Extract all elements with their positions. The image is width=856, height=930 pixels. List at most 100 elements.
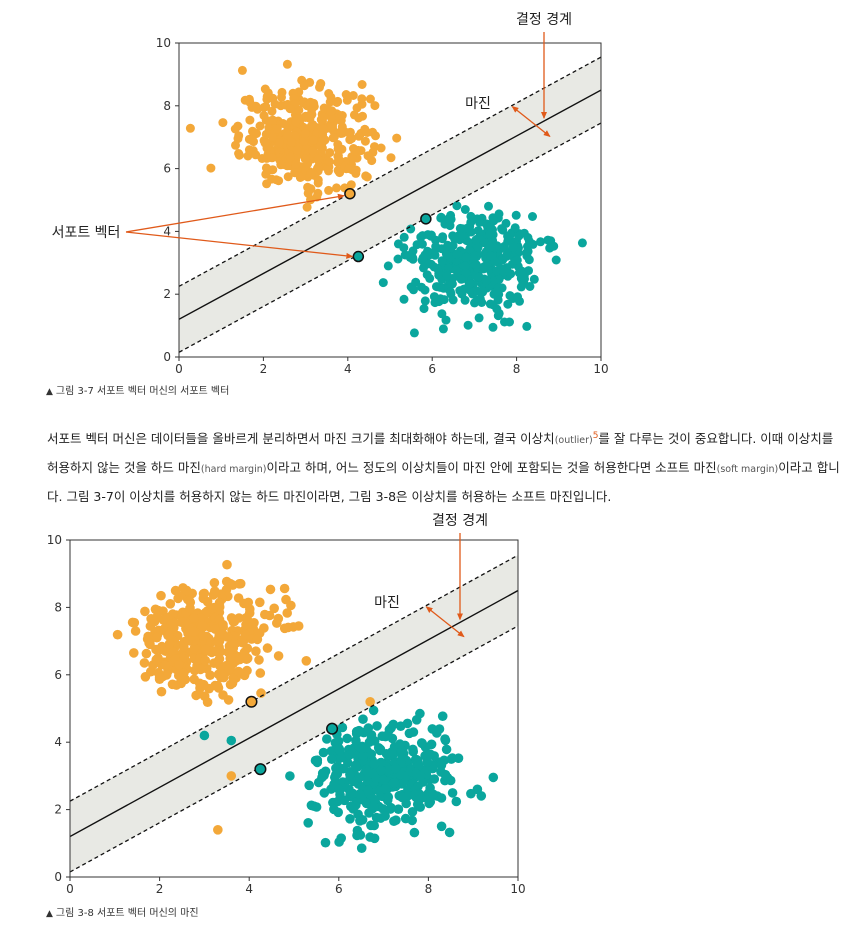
data-point <box>279 583 290 594</box>
data-point <box>245 115 255 125</box>
data-point <box>455 223 465 233</box>
data-point <box>419 304 429 314</box>
data-point <box>222 559 232 570</box>
data-point <box>354 789 365 799</box>
data-point <box>382 730 393 740</box>
data-point <box>351 726 362 737</box>
data-point <box>354 131 364 141</box>
data-point <box>432 282 441 292</box>
data-point <box>447 279 457 289</box>
y-tick-label: 4 <box>163 224 171 238</box>
data-point <box>370 794 380 805</box>
x-tick-label: 2 <box>156 882 164 896</box>
data-point <box>409 285 418 295</box>
data-point <box>127 617 138 628</box>
data-point <box>492 286 502 296</box>
data-point <box>319 124 328 134</box>
data-point <box>334 745 345 755</box>
figure-3-8-caption-text: 그림 3-8 서포트 벡터 머신의 마진 <box>55 908 199 919</box>
data-point <box>260 84 270 94</box>
data-point <box>156 590 166 601</box>
data-point <box>309 135 318 145</box>
data-point <box>513 292 522 302</box>
data-point <box>222 632 233 642</box>
data-point <box>336 127 346 137</box>
teal-class-points <box>378 201 587 338</box>
data-point <box>551 255 561 265</box>
data-point <box>185 123 195 133</box>
data-point <box>197 620 208 631</box>
body-paragraph: 서포트 벡터 머신은 데이터들을 올바르게 분리하면서 마진 크기를 최대화해야… <box>47 423 847 510</box>
data-point <box>345 814 355 824</box>
data-point <box>488 322 498 332</box>
data-point <box>474 272 484 282</box>
data-point <box>218 619 228 630</box>
data-point <box>322 734 332 744</box>
data-point <box>271 175 281 185</box>
y-tick-label: 6 <box>163 162 171 176</box>
data-point <box>402 718 413 729</box>
data-point <box>233 666 244 677</box>
data-point <box>254 655 264 665</box>
data-point <box>427 724 438 734</box>
data-point <box>311 802 322 812</box>
data-point <box>362 172 372 182</box>
footnote-5-link[interactable]: 5 <box>592 431 599 441</box>
data-point <box>275 138 284 148</box>
data-point <box>422 270 432 280</box>
data-point <box>457 231 467 241</box>
data-point <box>372 721 382 731</box>
data-point <box>400 813 411 824</box>
data-point <box>489 216 499 226</box>
data-point <box>443 240 453 250</box>
data-point <box>368 768 379 779</box>
data-point <box>423 230 433 240</box>
data-point <box>282 59 292 69</box>
data-point <box>511 210 521 220</box>
data-point <box>154 672 165 683</box>
data-point <box>285 104 295 114</box>
data-point <box>337 111 347 120</box>
data-point <box>416 232 426 242</box>
soft-margin-term: (soft margin) <box>716 464 779 476</box>
x-tick-label: 4 <box>245 882 253 896</box>
data-point <box>452 201 462 211</box>
data-point <box>140 606 150 617</box>
data-point <box>350 760 361 771</box>
data-point <box>156 686 167 697</box>
data-point <box>420 296 430 306</box>
data-point <box>376 765 386 776</box>
data-point <box>523 246 533 256</box>
paragraph-text-1: 서포트 벡터 머신은 데이터들을 올바르게 분리하면서 마진 크기를 최대화해야… <box>47 431 555 447</box>
data-point <box>395 739 405 749</box>
data-point <box>415 771 426 781</box>
data-point <box>475 294 485 304</box>
data-point <box>283 130 293 140</box>
support-vector-arrow-1 <box>125 193 345 233</box>
data-point <box>309 98 319 108</box>
data-point <box>422 757 433 767</box>
data-point <box>313 175 323 185</box>
data-point <box>399 232 409 242</box>
data-point <box>357 815 368 825</box>
data-point <box>242 665 252 676</box>
data-point <box>194 688 205 699</box>
data-point <box>261 115 271 125</box>
data-point <box>279 623 290 634</box>
data-point <box>466 227 476 237</box>
data-point <box>461 253 471 262</box>
outlier-point <box>199 730 210 741</box>
data-point <box>218 118 228 128</box>
data-point <box>485 229 495 239</box>
teal-class-points <box>285 705 499 853</box>
data-point <box>194 678 205 689</box>
data-point <box>445 221 455 231</box>
data-point <box>334 837 344 847</box>
data-point <box>536 237 545 247</box>
data-point <box>247 102 257 112</box>
data-point <box>475 218 484 227</box>
data-point <box>200 655 211 666</box>
data-point <box>445 775 456 786</box>
data-point <box>503 299 513 309</box>
data-point <box>510 223 520 233</box>
